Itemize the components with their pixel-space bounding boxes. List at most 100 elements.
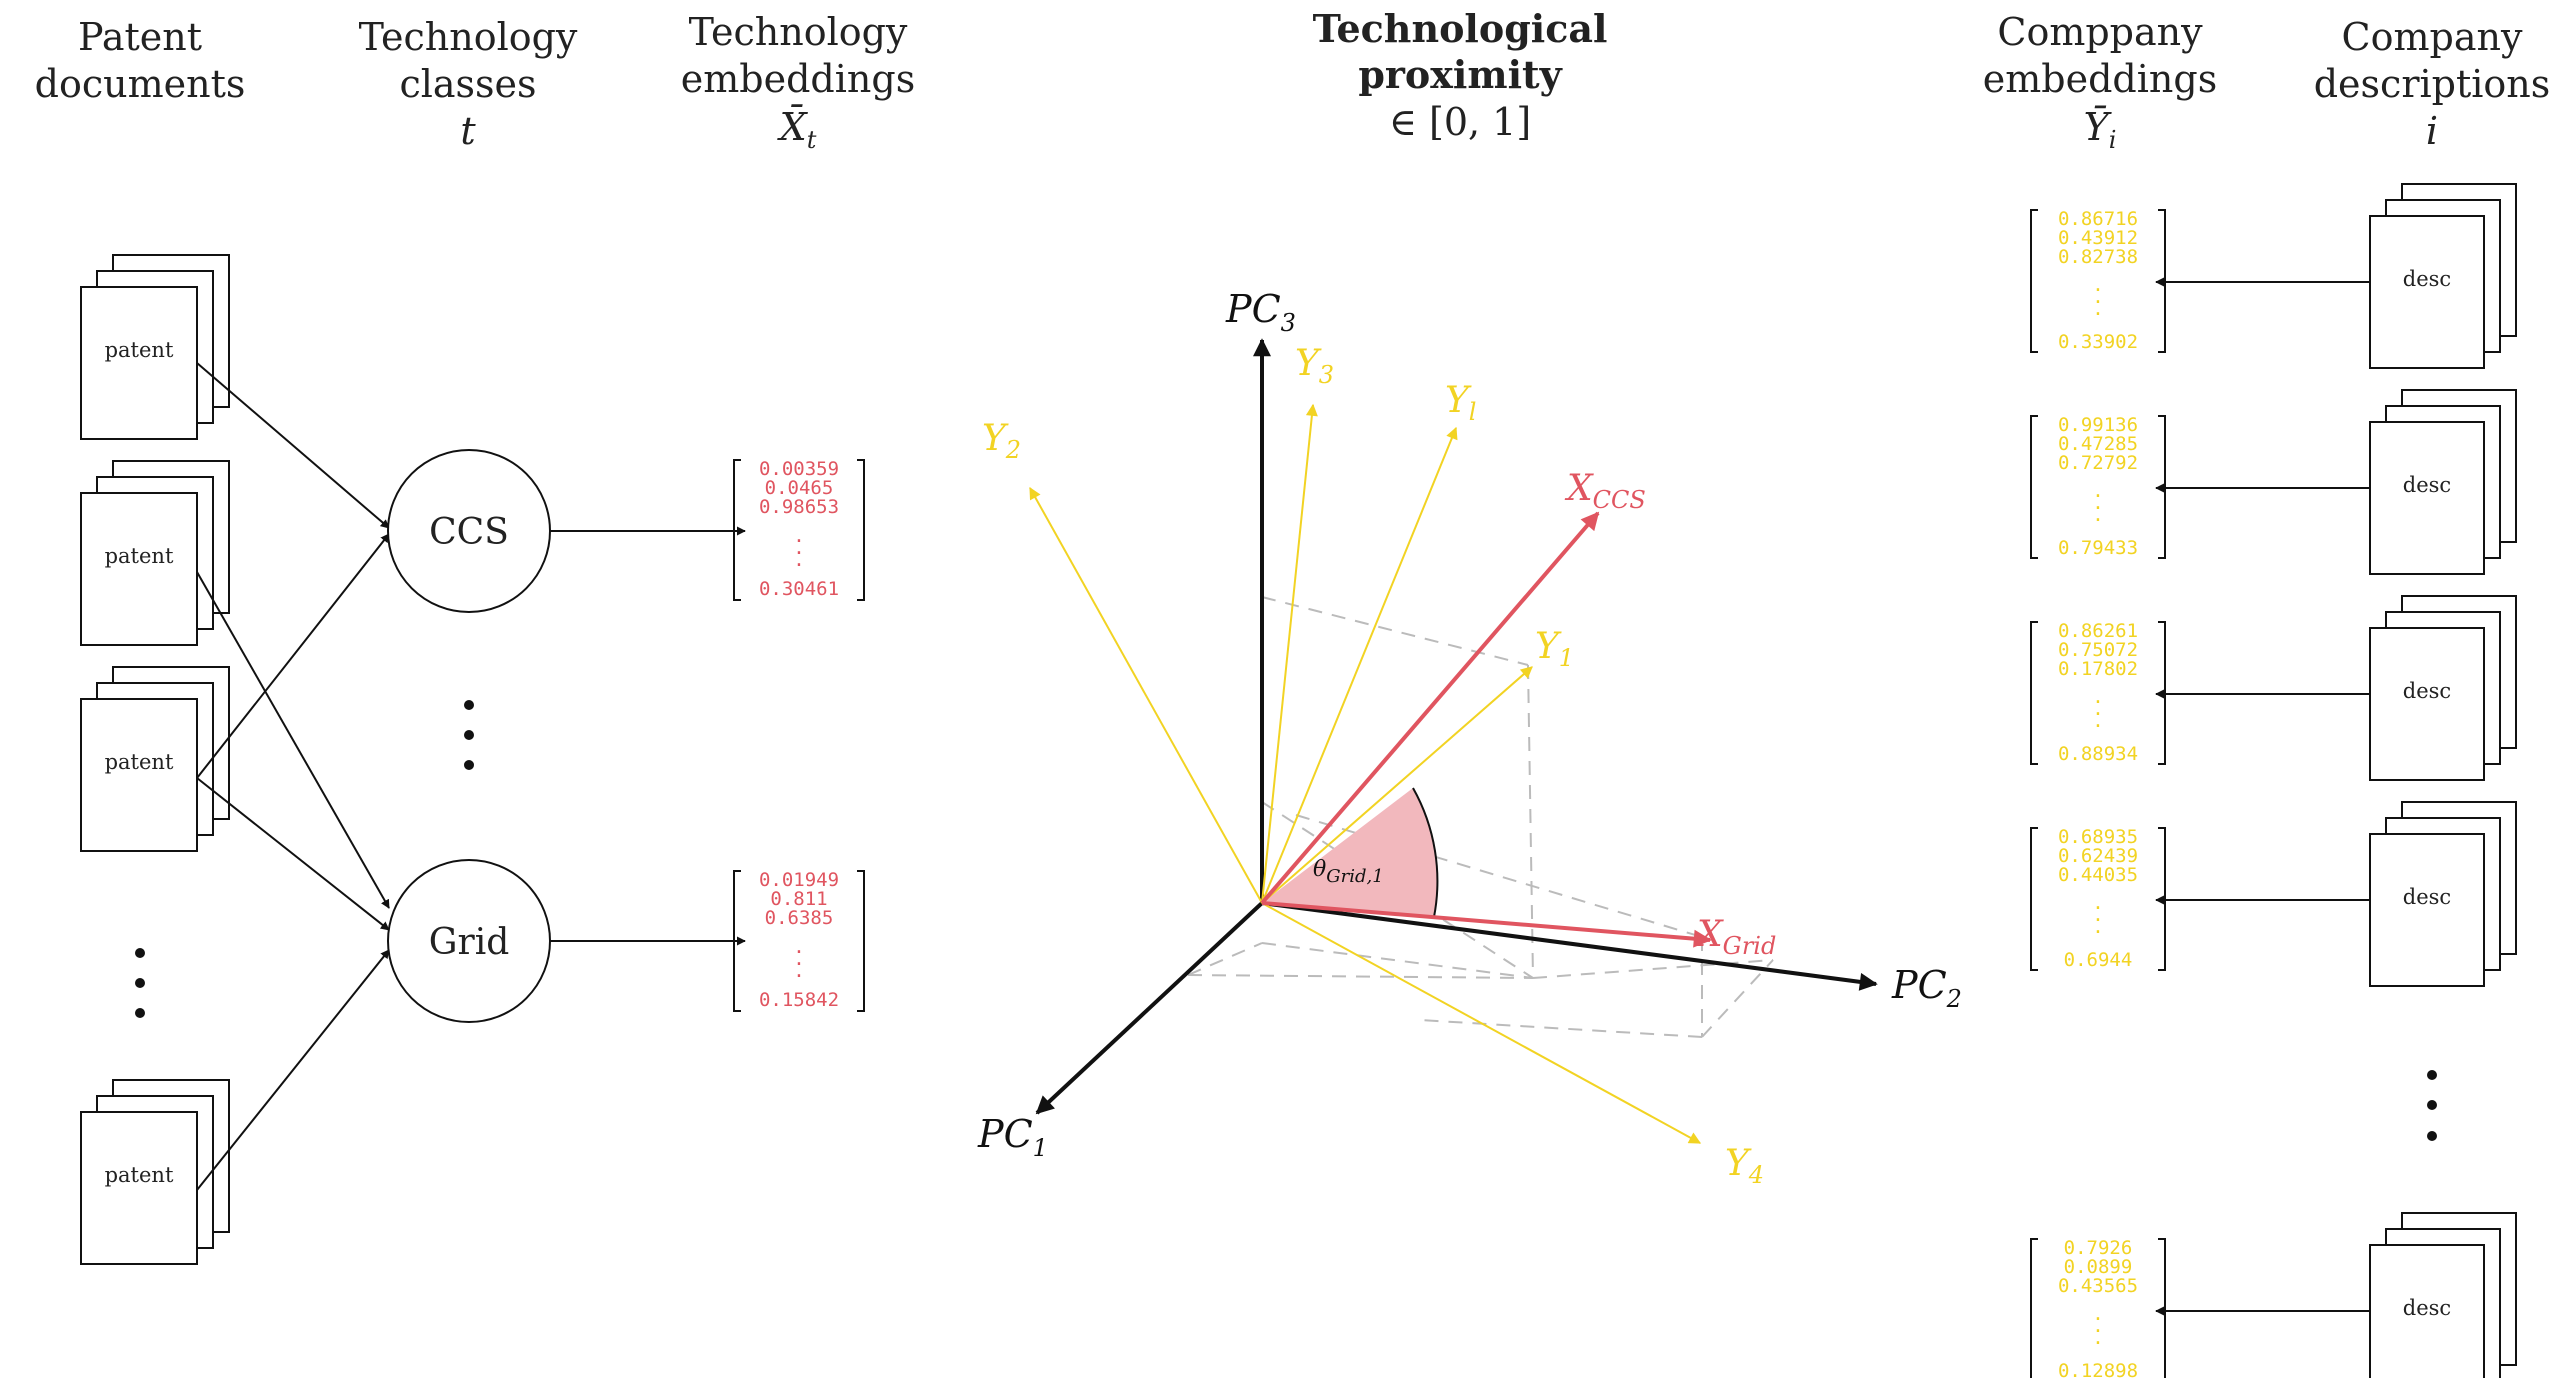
patent-to-class-arrows	[196, 362, 390, 1191]
tech-class-node-ccs: CCS	[387, 449, 551, 613]
header-patent-documents: Patent documents	[35, 15, 246, 106]
svg-text:·: ·	[793, 953, 804, 975]
header-line: Patent	[78, 15, 202, 59]
vector-value: 0.88934	[2058, 743, 2138, 765]
svg-text:·: ·	[2092, 279, 2103, 301]
pc1-label: PC1	[977, 1112, 1048, 1162]
vector-value: 0.47285	[2058, 433, 2138, 455]
vector-value: 0.79433	[2058, 537, 2138, 559]
label-yl: Yl	[1445, 380, 1476, 426]
header-line: Comppany	[1997, 10, 2203, 54]
header-company-embeddings: Comppany embeddings Ȳi	[1983, 10, 2217, 154]
company-vector-y3	[1261, 403, 1318, 904]
tech-class-label: CCS	[429, 512, 509, 553]
svg-text:·: ·	[2092, 497, 2103, 519]
header-company-descriptions: Company descriptions i	[2314, 15, 2551, 153]
header-symbol: Ȳi	[2084, 105, 2117, 154]
vector-value: 0.6944	[2064, 949, 2133, 971]
svg-text:·: ·	[793, 554, 804, 576]
patent-document-stacks: patent patent patent patent	[80, 254, 230, 1265]
header-technology-embeddings: Technology embeddings X̄t	[681, 10, 915, 154]
class-ellipsis	[464, 700, 474, 770]
company-vector-y1	[1261, 666, 1533, 904]
pc2-label: PC2	[1891, 963, 1962, 1013]
label-x-grid: XGrid	[1694, 914, 1776, 960]
svg-text:·: ·	[2092, 691, 2103, 713]
vector-value: 0.44035	[2058, 864, 2138, 886]
company-vector-yl	[1261, 426, 1458, 904]
company-description-label: desc	[2403, 679, 2451, 703]
tech-class-label: Grid	[429, 922, 510, 963]
pc2-axis	[1261, 901, 1878, 991]
svg-text:·: ·	[2092, 921, 2103, 943]
company-rows: 0.867160.439120.82738···0.33902desc0.991…	[2030, 183, 2517, 1378]
vector-value: 0.7926	[2064, 1237, 2133, 1259]
svg-text:·: ·	[2092, 303, 2103, 325]
svg-text:·: ·	[2092, 1308, 2103, 1330]
company-vector-y2	[1029, 486, 1263, 904]
patent-document: patent	[80, 666, 230, 852]
header-line: embeddings	[681, 57, 915, 101]
patent-document-label: patent	[105, 338, 174, 362]
header-line: classes	[399, 62, 536, 106]
header-symbol: t	[460, 109, 476, 153]
tech-embedding-vector-grid: 0.01949 0.811 0.6385 · · · 0.15842	[733, 869, 865, 1012]
company-description-label: desc	[2403, 267, 2451, 291]
patent-ellipsis	[135, 948, 145, 1018]
class-to-embedding-arrows	[550, 526, 746, 946]
angle-wedge	[1262, 788, 1438, 917]
company-description-label: desc	[2403, 1296, 2451, 1320]
header-symbol: i	[2426, 109, 2438, 153]
header-range: ∈ [0, 1]	[1389, 100, 1531, 144]
header-technology-classes: Technology classes t	[359, 15, 578, 153]
company-description: desc	[2369, 801, 2517, 987]
header-line: proximity	[1358, 52, 1562, 97]
patent-document-label: patent	[105, 750, 174, 774]
vector-value: 0.43565	[2058, 1275, 2138, 1297]
header-line: embeddings	[1983, 57, 2217, 101]
company-description: desc	[2369, 183, 2517, 369]
company-vector-y4	[1261, 902, 1702, 1144]
company-description: desc	[2369, 1212, 2517, 1378]
vector-value: 0.00359	[759, 458, 839, 480]
company-vectors	[1029, 403, 1702, 1144]
vector-value: 0.62439	[2058, 845, 2138, 867]
label-y2: Y2	[982, 418, 1021, 464]
patent-document-label: patent	[105, 1163, 174, 1187]
vector-value: 0.0465	[765, 477, 834, 499]
vector-value: 0.68935	[2058, 826, 2138, 848]
pc1-axis	[1035, 901, 1264, 1115]
svg-text:·: ·	[2092, 1320, 2103, 1342]
company-ellipsis	[2427, 1070, 2437, 1141]
angle-label: θGrid,1	[1313, 857, 1384, 887]
vector-value: 0.82738	[2058, 246, 2138, 268]
header-line: descriptions	[2314, 62, 2551, 106]
svg-text:·: ·	[2092, 509, 2103, 531]
vector-value: 0.811	[770, 888, 827, 910]
vector-value: 0.30461	[759, 578, 839, 600]
tech-vector-x-grid	[1261, 901, 1712, 948]
proximity-plot: PC3 PC2 PC1 Y1 Y2 Y3 Y4 Yl XCCS XGrid θG…	[977, 287, 1962, 1189]
tech-vector-x-ccs	[1260, 511, 1600, 905]
header-technological-proximity: Technological proximity ∈ [0, 1]	[1313, 6, 1608, 144]
svg-text:·: ·	[2092, 909, 2103, 931]
header-symbol: X̄t	[777, 105, 817, 154]
vector-value: 0.6385	[765, 907, 834, 929]
svg-text:·: ·	[793, 965, 804, 987]
label-y1: Y1	[1535, 626, 1574, 672]
company-description-label: desc	[2403, 473, 2451, 497]
svg-text:·: ·	[793, 542, 804, 564]
tech-class-node-grid: Grid	[387, 859, 551, 1023]
vector-value: 0.12898	[2058, 1360, 2138, 1378]
header-line: documents	[35, 62, 246, 106]
label-y4: Y4	[1725, 1143, 1764, 1189]
header-line: Technology	[689, 10, 908, 54]
company-description-label: desc	[2403, 885, 2451, 909]
company-description: desc	[2369, 595, 2517, 781]
svg-text:·: ·	[2092, 897, 2103, 919]
